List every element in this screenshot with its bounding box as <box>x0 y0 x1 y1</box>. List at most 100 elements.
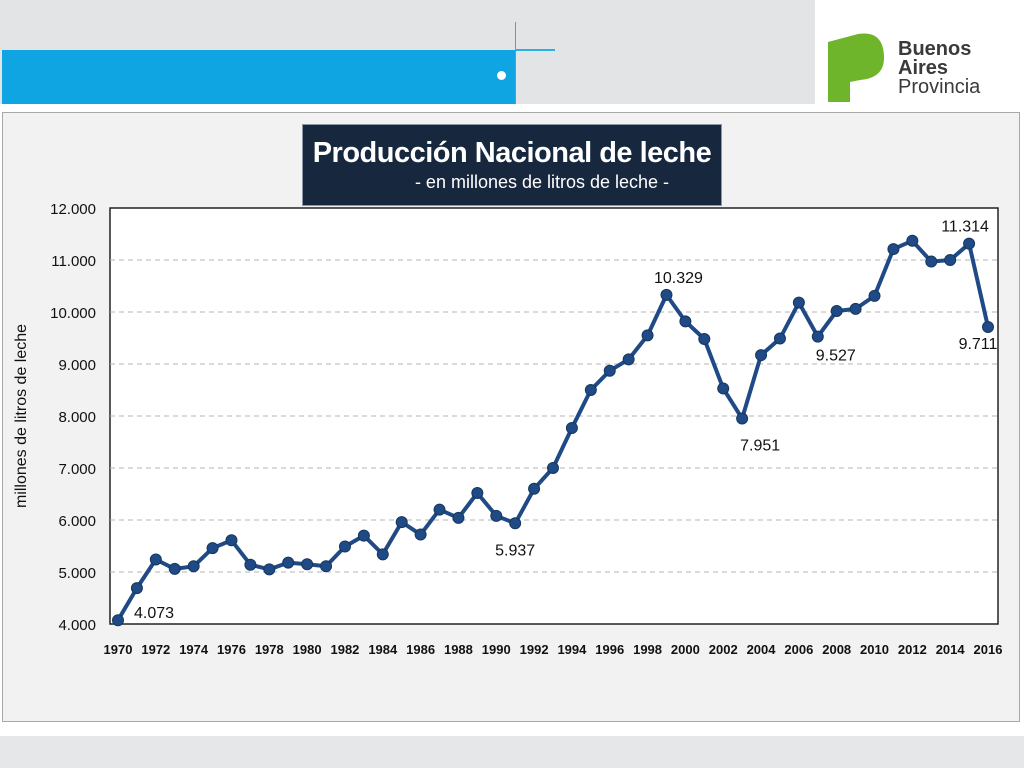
data-point <box>830 304 843 317</box>
data-point <box>547 462 559 474</box>
x-tick-label: 2002 <box>709 642 738 657</box>
x-tick-label: 1998 <box>633 642 662 657</box>
footer-bar <box>0 736 1024 768</box>
buenos-aires-provincia-logo <box>828 33 884 102</box>
data-label: 9.527 <box>816 348 856 365</box>
x-tick-label: 1996 <box>595 642 624 657</box>
x-tick-label: 1992 <box>520 642 549 657</box>
y-tick-label: 11.000 <box>51 253 96 270</box>
data-point <box>528 482 541 495</box>
y-tick-label: 8.000 <box>58 409 96 426</box>
data-point <box>149 553 162 566</box>
x-tick-label: 1974 <box>179 642 209 657</box>
data-point <box>963 237 976 250</box>
y-axis-label: millones de litros de leche <box>13 324 30 508</box>
brand-wordmark: Buenos Aires Provincia <box>898 38 981 98</box>
data-point <box>357 529 370 542</box>
data-point <box>471 486 484 499</box>
data-label: 11.314 <box>941 219 989 236</box>
data-point <box>868 289 881 302</box>
data-point <box>168 562 181 575</box>
data-point <box>206 542 219 555</box>
data-point <box>641 329 654 342</box>
x-tick-label: 2006 <box>784 642 813 657</box>
logo-shape-icon <box>828 33 884 102</box>
y-tick-label: 7.000 <box>58 461 96 478</box>
data-point <box>679 315 692 328</box>
y-tick-label: 12.000 <box>50 201 96 218</box>
y-tick-label: 10.000 <box>50 305 96 322</box>
x-tick-label: 1984 <box>368 642 398 657</box>
x-tick-label: 1970 <box>104 642 133 657</box>
data-label: 9.711 <box>959 336 998 353</box>
brand-line-1: Buenos <box>898 38 972 60</box>
header-accent-divider <box>515 22 516 104</box>
data-point <box>187 560 200 573</box>
data-point <box>982 321 994 334</box>
x-tick-label: 1994 <box>557 642 587 657</box>
x-tick-label: 1982 <box>330 642 359 657</box>
data-point <box>225 534 238 547</box>
data-point <box>263 563 276 576</box>
data-point <box>338 540 351 553</box>
x-tick-label: 2012 <box>898 642 927 657</box>
data-point <box>603 364 616 377</box>
header-dot <box>497 71 506 80</box>
data-point <box>452 511 465 524</box>
x-tick-label: 2008 <box>822 642 851 657</box>
y-tick-label: 5.000 <box>58 565 96 582</box>
x-tick-label: 1976 <box>217 642 246 657</box>
x-tick-label: 1972 <box>141 642 170 657</box>
data-point <box>509 517 522 530</box>
data-point <box>433 503 446 516</box>
data-point <box>944 254 957 266</box>
data-point <box>320 560 333 573</box>
brand-line-2: Aires <box>898 57 949 79</box>
x-tick-label: 2004 <box>747 642 777 657</box>
x-tick-label: 1978 <box>255 642 284 657</box>
x-tick-label: 2000 <box>671 642 700 657</box>
data-label: 4.073 <box>134 605 174 622</box>
data-point <box>395 516 408 529</box>
chart-title-box: Producción Nacional de leche - en millon… <box>302 124 722 206</box>
x-tick-label: 1986 <box>406 642 435 657</box>
data-point <box>887 243 900 256</box>
data-point <box>811 330 824 343</box>
data-point <box>755 349 768 362</box>
data-point <box>717 382 730 395</box>
data-point <box>925 255 938 268</box>
header-accent-band <box>2 50 515 104</box>
data-point <box>414 528 427 541</box>
y-tick-label: 6.000 <box>58 513 96 530</box>
y-tick-label: 9.000 <box>58 357 96 374</box>
data-point <box>244 558 257 571</box>
data-point <box>622 353 635 366</box>
brand-line-3: Provincia <box>898 76 981 98</box>
data-label: 10.329 <box>654 270 703 287</box>
data-point <box>736 412 749 425</box>
data-point <box>565 421 578 434</box>
data-point <box>698 333 711 346</box>
header-accent-line <box>515 49 555 51</box>
data-point <box>112 614 124 627</box>
x-tick-label: 1990 <box>482 642 511 657</box>
data-point <box>282 556 295 569</box>
data-point <box>584 384 597 396</box>
x-tick-label: 2014 <box>936 642 966 657</box>
data-label: 5.937 <box>495 542 535 559</box>
data-point <box>906 234 919 247</box>
data-label: 7.951 <box>740 438 780 455</box>
data-point <box>376 548 389 561</box>
x-tick-label: 1980 <box>293 642 322 657</box>
data-point <box>490 509 503 522</box>
x-tick-label: 1988 <box>444 642 473 657</box>
chart-title: Producción Nacional de leche <box>312 137 712 169</box>
data-point <box>660 288 673 301</box>
x-tick-label: 2016 <box>974 642 1003 657</box>
chart-subtitle: - en millones de litros de leche - <box>414 172 670 192</box>
data-point <box>130 582 143 595</box>
data-point <box>849 302 862 315</box>
data-point <box>301 558 314 571</box>
x-tick-label: 2010 <box>860 642 889 657</box>
